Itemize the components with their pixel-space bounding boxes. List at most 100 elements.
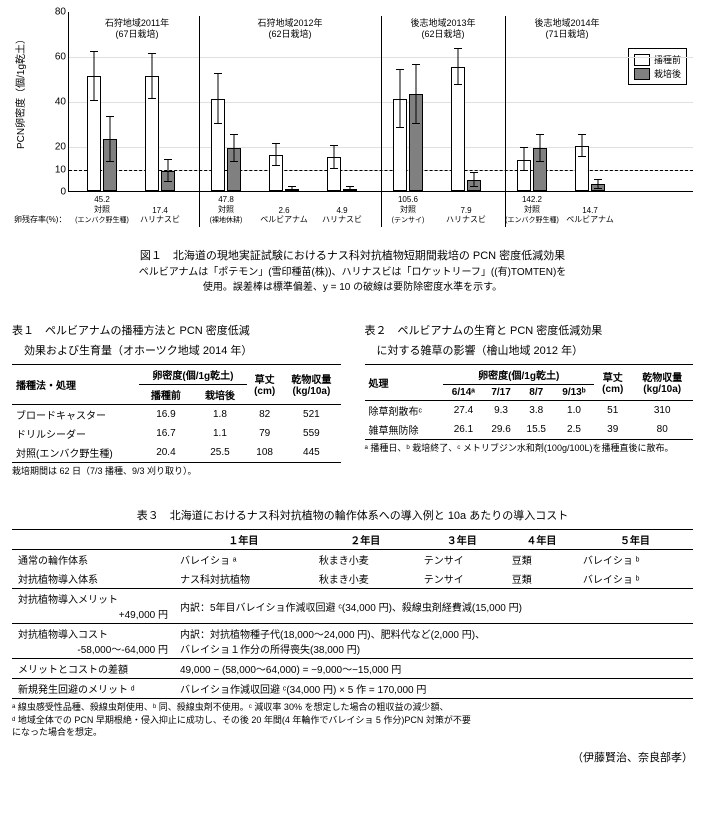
bar-pre: [451, 67, 465, 191]
table-cell: 25.5: [193, 443, 247, 463]
t1-h1: 播種法・処理: [12, 364, 139, 404]
author: （伊藤賢治、奈良部孝）: [12, 749, 693, 765]
table2-title-l1: 表２ ペルビアナムの生育と PCN 密度低減効果: [365, 323, 694, 340]
table-cell: 108: [247, 443, 282, 463]
t3-y2: ２年目: [313, 530, 418, 550]
t2-h2-top: 卵密度(個/1g乾土): [443, 364, 594, 384]
t1-h3: 草丈 (cm): [247, 364, 282, 404]
y-axis-label: PCN卵密度（個/1g乾土）: [12, 34, 27, 149]
table3-title: 表３ 北海道におけるナス科対抗植物の輪作体系への導入例と 10a あたりの導入コ…: [12, 507, 693, 523]
t3-y3: ３年目: [418, 530, 506, 550]
x-label: 105.6対照(テンサイ): [378, 195, 438, 225]
table-cell: 26.1: [443, 420, 483, 440]
table2-block: 表２ ペルビアナムの生育と PCN 密度低減効果 に対する雑草の影響（檜山地域 …: [365, 323, 694, 478]
x-label: 4.9ハリナスビ: [312, 206, 372, 225]
table-cell: ブロードキャスター: [12, 404, 139, 424]
table-cell: 49,000 − (58,000～64,000) = −9,000～−15,00…: [174, 659, 693, 679]
table-cell: 3.8: [519, 400, 554, 420]
table-cell: 15.5: [519, 420, 554, 440]
y-axis: PCN卵密度（個/1g乾土） 01020406080: [12, 12, 68, 192]
x-label: 14.7ペルビアナム: [560, 206, 620, 225]
table-cell: 対照(エンバク野生種): [12, 443, 139, 463]
table-cell: メリットとコストの差額: [12, 659, 174, 679]
panel-title: 後志地域2014年(71日栽培): [509, 18, 625, 40]
table-cell: 310: [631, 400, 693, 420]
table-cell: 20.4: [139, 443, 193, 463]
table-cell: 9.3: [483, 400, 518, 420]
table-cell: 16.7: [139, 424, 193, 443]
t1-h2b: 栽培後: [193, 384, 247, 404]
x-label: 2.6ペルビアナム: [254, 206, 314, 225]
table-cell: 雑草無防除: [365, 420, 444, 440]
table-cell: 82: [247, 404, 282, 424]
pcn-bar-chart: PCN卵密度（個/1g乾土） 01020406080 播種前 栽培後 石狩地域2…: [68, 12, 693, 212]
x-label: 7.9ハリナスビ: [436, 206, 496, 225]
t2-d2: 7/17: [483, 384, 518, 400]
legend-post: 栽培後: [654, 67, 681, 80]
table-cell: 51: [594, 400, 631, 420]
fig1-title: 図１ 北海道の現地実証試験におけるナス科対抗植物短期間栽培の PCN 密度低減効…: [12, 248, 693, 265]
x-label: 45.2対照(エンバク野生種): [72, 195, 132, 225]
t3-y1: １年目: [174, 530, 313, 550]
panel-title: 後志地域2013年(62日栽培): [385, 18, 501, 40]
table1-title-l1: 表１ ペルビアナムの播種方法と PCN 密度低減: [12, 323, 341, 340]
table3-block: 表３ 北海道におけるナス科対抗植物の輪作体系への導入例と 10a あたりの導入コ…: [12, 507, 693, 739]
table-cell: 27.4: [443, 400, 483, 420]
plot-area: 播種前 栽培後 石狩地域2011年(67日栽培)45.2対照(エンバク野生種)1…: [68, 12, 693, 192]
panel-title: 石狩地域2012年(62日栽培): [203, 18, 377, 40]
table-cell: 521: [282, 404, 340, 424]
table1-note: 栽培期間は 62 日（7/3 播種、9/3 刈り取り）。: [12, 465, 341, 478]
t3-y4: ４年目: [506, 530, 577, 550]
y-tick: 20: [55, 142, 66, 153]
fig1-sub1: ペルビアナムは「ポテモン」(雪印種苗(株))、ハリナスビは「ロケットリーフ」((…: [12, 265, 693, 280]
table-cell: 80: [631, 420, 693, 440]
table-cell: 29.6: [483, 420, 518, 440]
table-cell: 内訳：対抗植物種子代(18,000～24,000 円)、肥料代など(2,000 …: [174, 624, 693, 659]
table-cell: 1.0: [554, 400, 594, 420]
table-cell: バレイショ ᵇ: [577, 569, 693, 589]
table-cell: 39: [594, 420, 631, 440]
table-cell: バレイショ作減収回避 ᶜ(34,000 円) × 5 作 = 170,000 円: [174, 679, 693, 699]
table-cell: 2.5: [554, 420, 594, 440]
t1-h2-top: 卵密度(個/1g乾土): [139, 364, 247, 384]
y-tick: 40: [55, 97, 66, 108]
x-note: 卵残存率(%)：: [14, 214, 66, 225]
t2-d4: 9/13ᵇ: [554, 384, 594, 400]
table-cell: 対抗植物導入メリット+49,000 円: [12, 589, 174, 624]
table1-block: 表１ ペルビアナムの播種方法と PCN 密度低減 効果および生育量（オホーツク地…: [12, 323, 341, 478]
table2-note: ᵃ 播種日、ᵇ 栽培終了、ᶜ メトリブジン水和剤(100g/100L)を播種直後…: [365, 442, 694, 455]
table-cell: 新規発生回避のメリット ᵈ: [12, 679, 174, 699]
x-label: 47.8対照(裸地休耕): [196, 195, 256, 225]
table-cell: ナス科対抗植物: [174, 569, 313, 589]
table-cell: 秋まき小麦: [313, 550, 418, 570]
table2-title-l2: に対する雑草の影響（檜山地域 2012 年）: [365, 343, 694, 360]
y-tick: 0: [60, 187, 66, 198]
t2-d1: 6/14ᵃ: [443, 384, 483, 400]
x-label: 17.4ハリナスビ: [130, 206, 190, 225]
table-cell: 豆類: [506, 569, 577, 589]
t2-h3: 草丈 (cm): [594, 364, 631, 400]
table-cell: 対抗植物導入コスト-58,000～-64,000 円: [12, 624, 174, 659]
y-tick: 10: [55, 164, 66, 175]
table-cell: 豆類: [506, 550, 577, 570]
table-cell: ドリルシーダー: [12, 424, 139, 443]
t2-h1: 処理: [365, 364, 444, 400]
table-cell: 通常の輪作体系: [12, 550, 174, 570]
table-cell: 16.9: [139, 404, 193, 424]
t3-y5: ５年目: [577, 530, 693, 550]
table-cell: 79: [247, 424, 282, 443]
table-cell: バレイショ ᵃ: [174, 550, 313, 570]
panel-title: 石狩地域2011年(67日栽培): [79, 18, 195, 40]
table-cell: 除草剤散布ᶜ: [365, 400, 444, 420]
table-cell: 対抗植物導入体系: [12, 569, 174, 589]
x-label: 142.2対照(エンバク野生種): [502, 195, 562, 225]
table-cell: 秋まき小麦: [313, 569, 418, 589]
table2: 処理 卵密度(個/1g乾土) 草丈 (cm) 乾物収量 (kg/10a) 6/1…: [365, 364, 694, 440]
fig1-sub2: 使用。誤差棒は標準偏差、y = 10 の破線は要防除密度水準を示す。: [12, 280, 693, 295]
table3: １年目 ２年目 ３年目 ４年目 ５年目 通常の輪作体系バレイショ ᵃ秋まき小麦テ…: [12, 529, 693, 699]
legend-pre: 播種前: [654, 53, 681, 66]
table-cell: 内訳：5年目バレイショ作減収回避 ᶜ(34,000 円)、殺線虫剤経費減(15,…: [174, 589, 693, 624]
t2-d3: 8/7: [519, 384, 554, 400]
table-cell: テンサイ: [418, 550, 506, 570]
table1: 播種法・処理 卵密度(個/1g乾土) 草丈 (cm) 乾物収量 (kg/10a)…: [12, 364, 341, 463]
